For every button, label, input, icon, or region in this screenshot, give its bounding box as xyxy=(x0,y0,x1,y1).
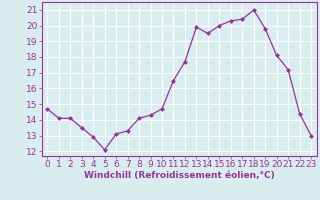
X-axis label: Windchill (Refroidissement éolien,°C): Windchill (Refroidissement éolien,°C) xyxy=(84,171,275,180)
